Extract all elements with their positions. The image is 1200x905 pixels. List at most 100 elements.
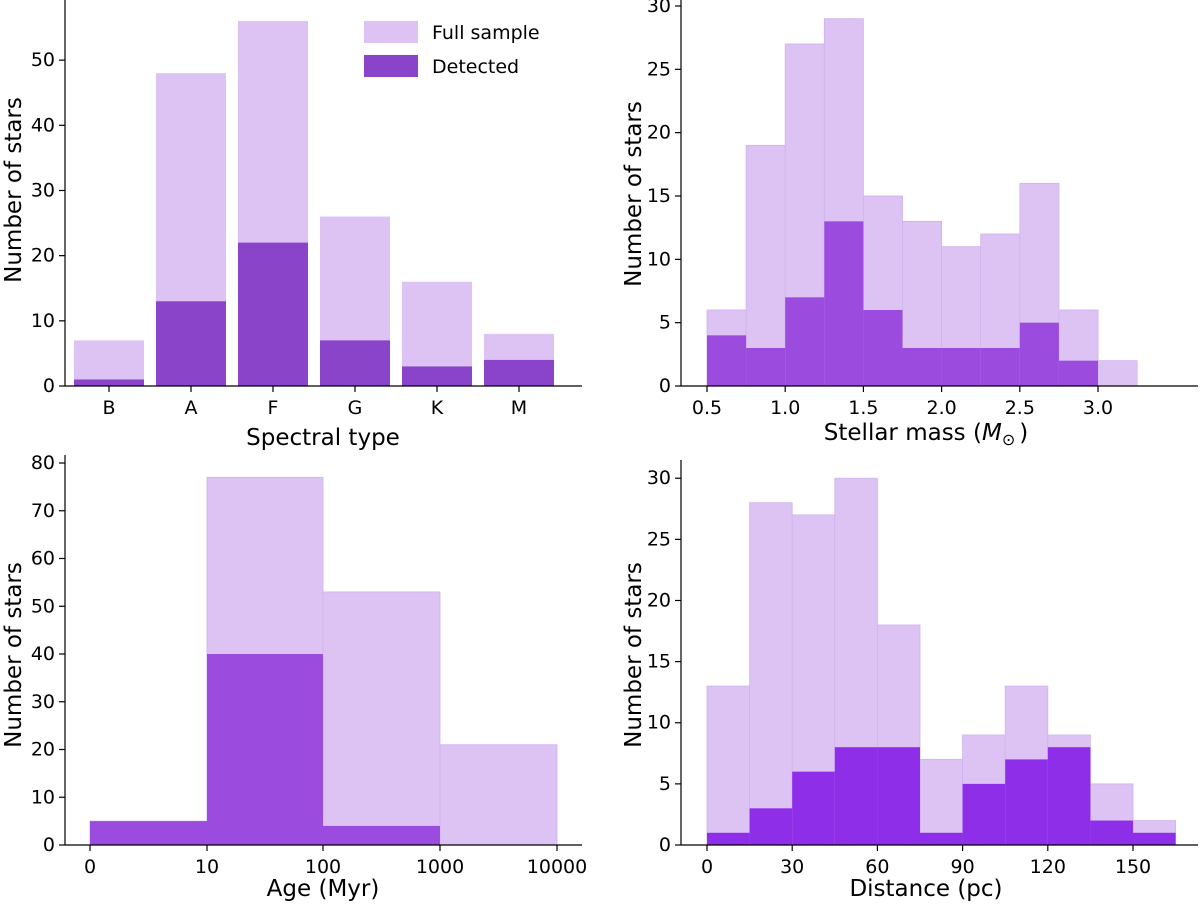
x-tick-label: 10000 (527, 856, 587, 878)
x-tick-label: B (102, 397, 115, 419)
y-tick-label: 20 (647, 589, 671, 611)
x-axis-label: Distance (pc) (849, 876, 1002, 902)
y-axis-label: Number of stars (621, 101, 647, 287)
detected-bin (746, 348, 786, 386)
x-tick-label: 3.0 (1083, 397, 1113, 419)
x-tick-label: 0 (84, 856, 96, 878)
detected-bin (323, 825, 440, 845)
x-tick-label: 120 (1030, 856, 1066, 878)
x-tick-label: 1000 (416, 856, 464, 878)
full-sample-bars (89, 476, 558, 846)
y-tick-label: 70 (31, 500, 55, 522)
y-tick-label: 10 (31, 786, 55, 808)
x-tick-label: G (348, 397, 363, 419)
x-tick-label: 0 (701, 856, 713, 878)
x-tick-label: K (431, 397, 444, 419)
y-tick-label: 25 (647, 528, 671, 550)
legend-detected-swatch (364, 55, 418, 77)
y-axis-label: Number of stars (1, 562, 27, 748)
x-tick-label: 30 (780, 856, 804, 878)
full-sample-bin (322, 591, 441, 846)
detected-bar (402, 366, 472, 386)
detected-bar (156, 301, 226, 386)
full-sample-bars (706, 477, 1176, 846)
x-tick-label: 1.0 (770, 397, 800, 419)
detected-bars (74, 242, 554, 386)
detected-bin (863, 310, 903, 386)
y-tick-label: 25 (647, 58, 671, 80)
axes: 0 10 100 1000 10000 0 10 20 30 40 50 60 70 80 (31, 452, 587, 878)
detected-bin (785, 297, 825, 386)
detected-bars (707, 221, 1098, 386)
y-tick-label: 10 (647, 712, 671, 734)
age-histogram: 0 10 100 1000 10000 0 10 20 30 40 50 60 70 80 Age (My… (1, 452, 587, 902)
detected-bin (1133, 832, 1176, 845)
full-sample-bars (706, 18, 1138, 387)
y-tick-label: 5 (659, 773, 671, 795)
axes: 0 30 60 90 120 150 0 5 10 15 20 25 30 (647, 460, 1198, 878)
detected-bin (962, 783, 1006, 845)
detected-bin (707, 335, 747, 386)
full-sample-bin (706, 685, 750, 846)
y-tick-label: 30 (647, 0, 671, 17)
detected-bin (207, 654, 323, 845)
stellar-mass-histogram: 0.5 1.0 1.5 2.0 2.5 3.0 0 5 10 15 20 25 30 Stellar m… (621, 0, 1198, 449)
y-tick-label: 15 (647, 651, 671, 673)
y-tick-label: 50 (31, 595, 55, 617)
detected-bar (320, 340, 390, 386)
y-tick-label: 80 (31, 452, 55, 474)
x-tick-label: A (185, 397, 198, 419)
full-sample-bin (745, 144, 786, 387)
detected-bin (1090, 820, 1133, 845)
y-axis-label: Number of stars (621, 562, 647, 748)
y-tick-label: 0 (659, 834, 671, 856)
y-tick-label: 20 (31, 245, 55, 267)
y-tick-label: 30 (647, 467, 671, 489)
detected-bin (980, 348, 1020, 386)
detected-bin (707, 832, 750, 845)
x-tick-label: 60 (865, 856, 889, 878)
axes: 0.5 1.0 1.5 2.0 2.5 3.0 0 5 10 15 20 25 30 (647, 0, 1198, 419)
detected-bar (238, 242, 308, 386)
y-tick-label: 15 (647, 185, 671, 207)
x-tick-label: 90 (951, 856, 975, 878)
detected-bin (941, 348, 981, 386)
detected-bin (920, 832, 963, 845)
detected-bin (1005, 759, 1048, 845)
axes: B A F G K M 0 10 20 30 40 50 (31, 0, 582, 419)
detected-bin (792, 771, 835, 845)
y-tick-label: 0 (43, 375, 55, 397)
y-tick-label: 60 (31, 548, 55, 570)
full-sample-bin (749, 502, 793, 846)
full-sample-bin (919, 759, 963, 846)
x-tick-label: M (511, 397, 527, 419)
legend-detected-label: Detected (432, 56, 519, 78)
y-tick-label: 10 (647, 248, 671, 270)
full-sample-bar (74, 340, 144, 386)
detected-bin (902, 348, 942, 386)
detected-bin (1047, 747, 1091, 845)
y-tick-label: 20 (647, 122, 671, 144)
y-axis-label: Number of stars (1, 97, 27, 283)
detected-bin (1019, 322, 1059, 386)
detected-bars (90, 654, 440, 845)
y-tick-label: 5 (659, 312, 671, 334)
detected-bin (824, 221, 864, 386)
legend: Full sample Detected (364, 21, 540, 78)
y-tick-label: 30 (31, 179, 55, 201)
x-tick-label: 10 (195, 856, 219, 878)
x-tick-label: 0.5 (692, 397, 722, 419)
x-tick-label: 2.5 (1005, 397, 1035, 419)
y-tick-label: 0 (43, 834, 55, 856)
x-tick-label: 2.0 (926, 397, 956, 419)
detected-bin (1058, 360, 1098, 386)
full-sample-bin (439, 744, 558, 846)
y-tick-label: 0 (659, 375, 671, 397)
detected-bars (707, 747, 1176, 845)
detected-bar (484, 359, 554, 386)
y-tick-label: 10 (31, 310, 55, 332)
legend-full-label: Full sample (432, 22, 540, 44)
detected-bin (834, 747, 878, 845)
